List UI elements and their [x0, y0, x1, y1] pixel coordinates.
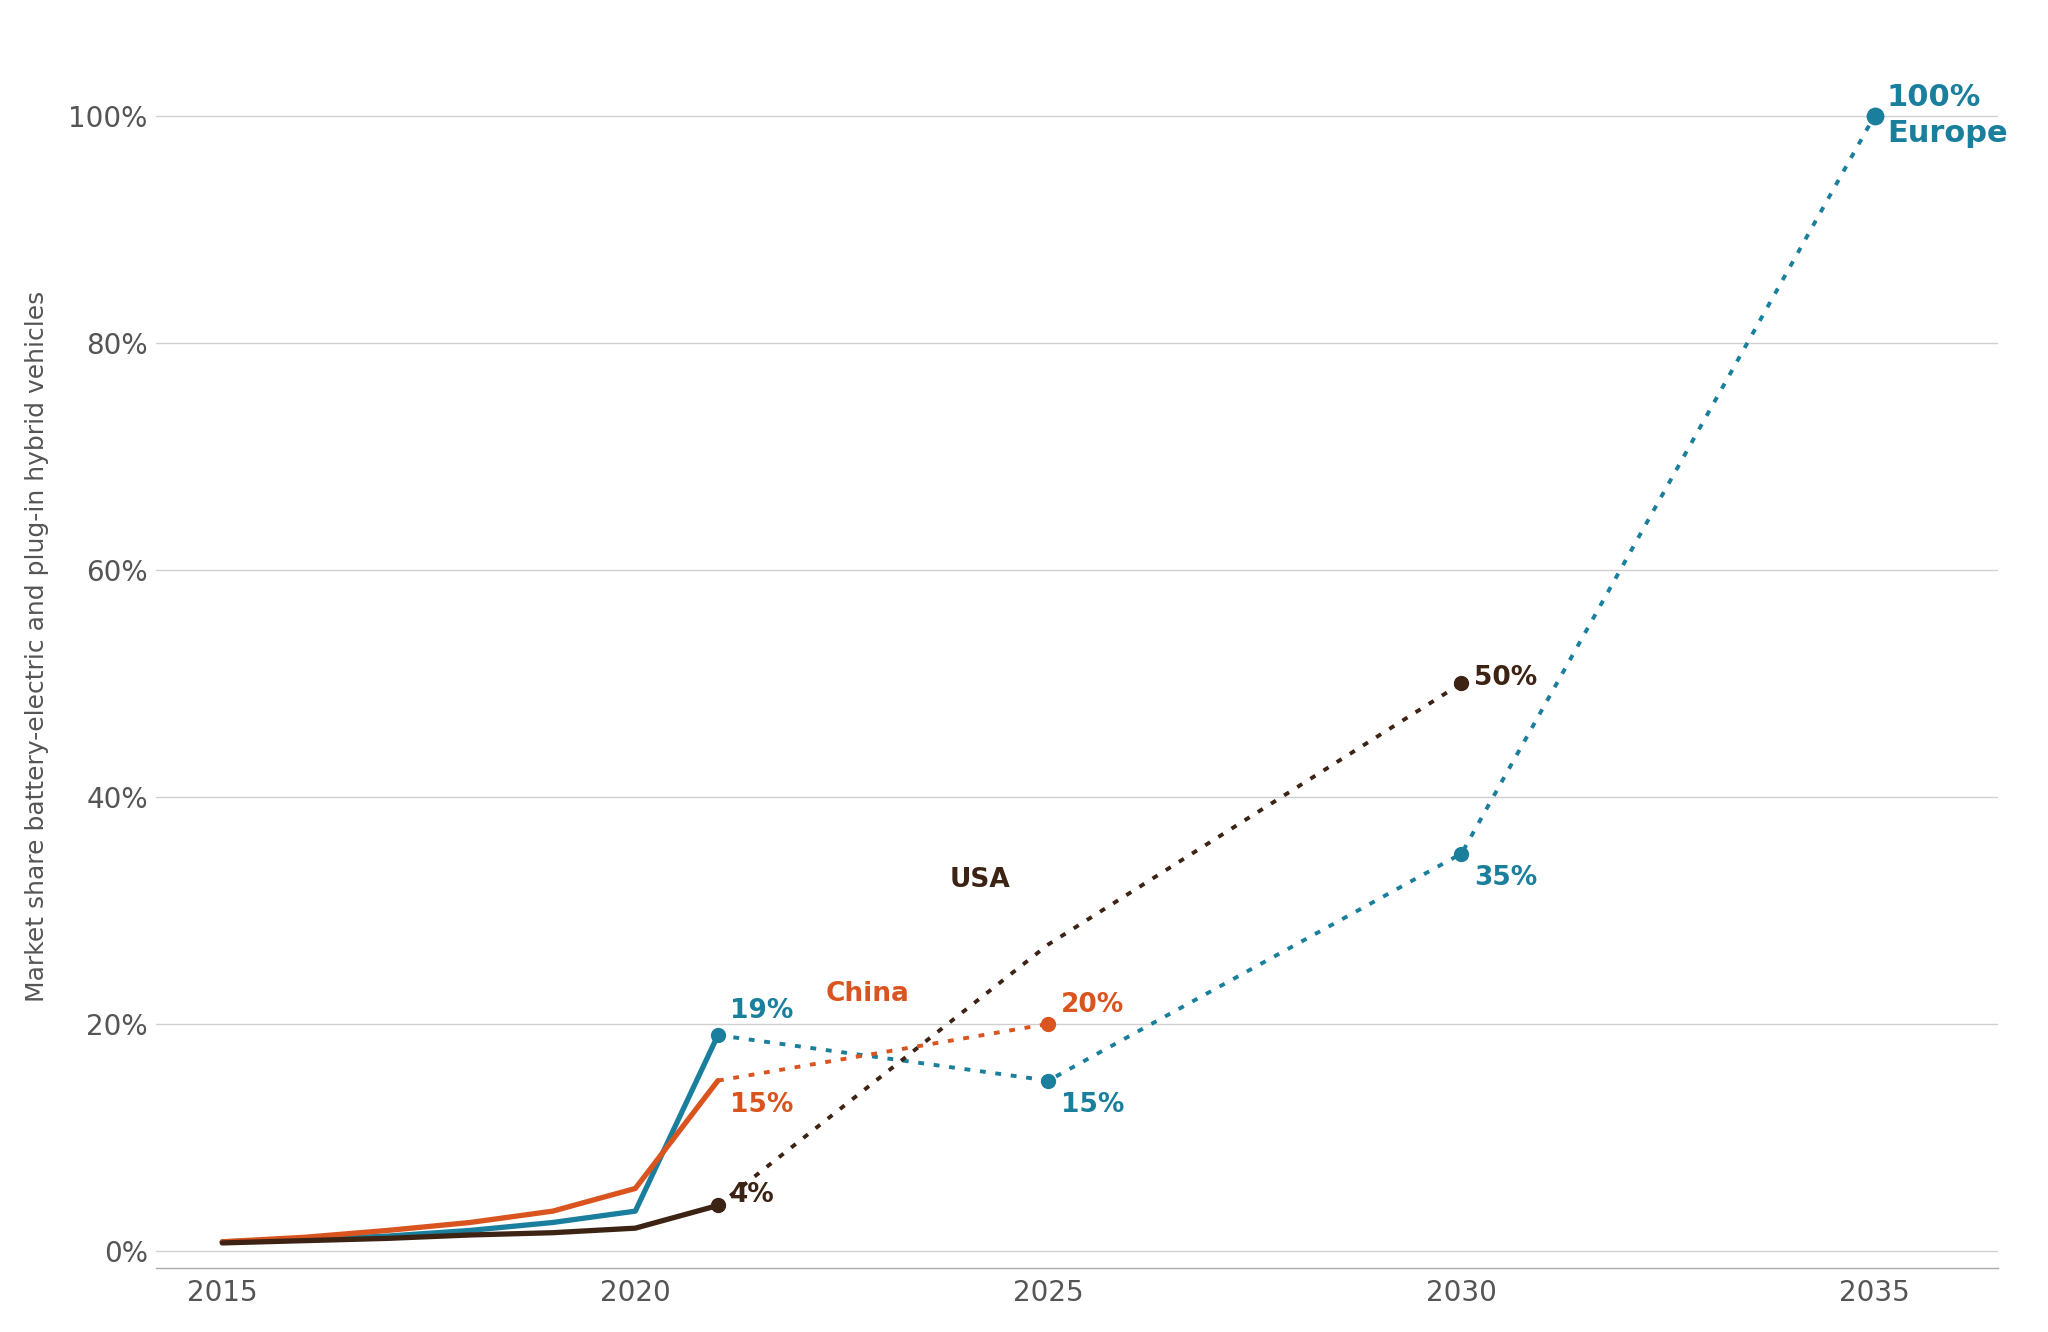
- Point: [702, 1195, 735, 1216]
- Point: [1858, 105, 1890, 127]
- Text: 19%: 19%: [731, 998, 795, 1024]
- Text: USA: USA: [950, 867, 1010, 894]
- Y-axis label: Market share battery-electric and plug-in hybrid vehicles: Market share battery-electric and plug-i…: [25, 290, 49, 1002]
- Point: [702, 1024, 735, 1046]
- Text: 15%: 15%: [731, 1092, 795, 1118]
- Point: [1032, 1070, 1065, 1091]
- Point: [1446, 673, 1479, 694]
- Point: [1446, 843, 1479, 864]
- Text: 100%
Europe: 100% Europe: [1886, 84, 2007, 148]
- Text: 50%: 50%: [1475, 665, 1538, 691]
- Text: 35%: 35%: [1475, 864, 1538, 891]
- Text: 4%: 4%: [731, 1181, 774, 1208]
- Text: 20%: 20%: [1061, 992, 1124, 1018]
- Text: China: China: [825, 980, 909, 1007]
- Text: 15%: 15%: [1061, 1092, 1124, 1118]
- Point: [1032, 1014, 1065, 1035]
